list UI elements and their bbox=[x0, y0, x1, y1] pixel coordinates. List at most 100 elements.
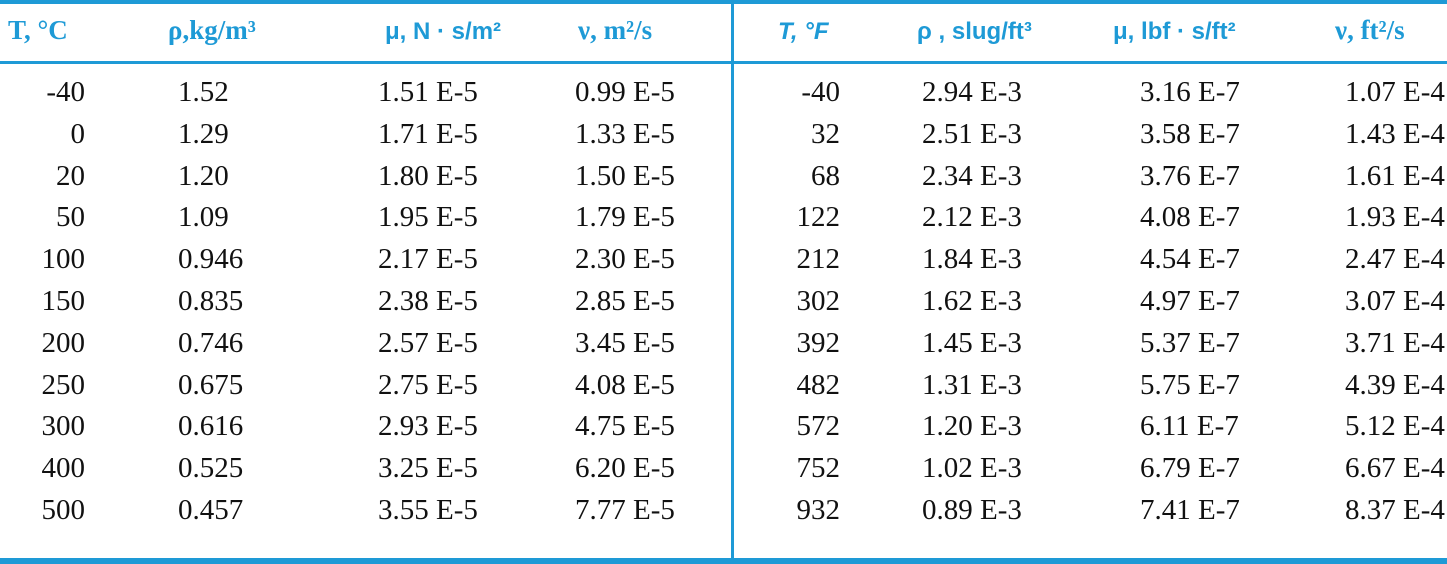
table-cell: 2.34 E-3 bbox=[922, 159, 1022, 192]
table-cell: 122 bbox=[796, 201, 841, 234]
table-cell: 68 bbox=[811, 159, 840, 192]
table-cell: 1.02 E-3 bbox=[922, 452, 1022, 485]
table-cell: 212 bbox=[796, 243, 841, 276]
table-cell: 2.85 E-5 bbox=[575, 285, 675, 317]
table-cell: 0.457 bbox=[178, 494, 244, 526]
table-cell: -40 bbox=[46, 76, 85, 108]
table-cell: 4.54 E-7 bbox=[1140, 243, 1240, 276]
table-cell: 200 bbox=[41, 326, 86, 359]
table-cell: 400 bbox=[41, 452, 86, 485]
table-cell: 500 bbox=[41, 494, 86, 526]
table-cell: 1.33 E-5 bbox=[575, 117, 675, 150]
table-cell: 6.20 E-5 bbox=[575, 452, 675, 485]
table-cell: 1.50 E-5 bbox=[575, 159, 675, 192]
table-cell: 3.25 E-5 bbox=[378, 452, 478, 485]
header-rule bbox=[0, 61, 1447, 64]
table-cell: 2.57 E-5 bbox=[378, 326, 478, 359]
table-cell: 392 bbox=[796, 326, 841, 359]
table-cell: 1.79 E-5 bbox=[575, 201, 675, 234]
column-header: ρ,kg/m³ bbox=[168, 15, 256, 45]
table-cell: 302 bbox=[796, 285, 841, 317]
table-cell: 1.45 E-3 bbox=[922, 326, 1022, 359]
table-cell: 3.16 E-7 bbox=[1140, 76, 1240, 108]
table-cell: 1.62 E-3 bbox=[922, 285, 1022, 317]
table-cell: 1.93 E-4 bbox=[1345, 201, 1445, 234]
table-cell: 1.84 E-3 bbox=[922, 243, 1022, 276]
column-header: T, °F bbox=[778, 18, 829, 45]
table-cell: 572 bbox=[796, 410, 841, 443]
column-header: μ, lbf · s/ft² bbox=[1113, 18, 1236, 45]
table-cell: 1.52 bbox=[178, 76, 229, 108]
table-cell: 6.79 E-7 bbox=[1140, 452, 1240, 485]
table-cell: 5.37 E-7 bbox=[1140, 326, 1240, 359]
table-cell: 4.97 E-7 bbox=[1140, 285, 1240, 317]
table-cell: 5.75 E-7 bbox=[1140, 368, 1240, 401]
table-cell: 482 bbox=[796, 368, 841, 401]
table-cell: 2.51 E-3 bbox=[922, 117, 1022, 150]
table-cell: 5.12 E-4 bbox=[1345, 410, 1445, 443]
table-cell: 1.61 E-4 bbox=[1345, 159, 1445, 192]
table-cell: 0.946 bbox=[178, 243, 244, 276]
table-cell: 150 bbox=[41, 285, 86, 317]
table-cell: 3.45 E-5 bbox=[575, 326, 675, 359]
table-cell: 8.37 E-4 bbox=[1345, 494, 1445, 526]
column-header: ν, ft²/s bbox=[1335, 15, 1405, 45]
column-header: T, °C bbox=[8, 15, 68, 45]
table-cell: 3.58 E-7 bbox=[1140, 117, 1240, 150]
column-header: μ, N · s/m² bbox=[385, 18, 502, 45]
table-cell: 1.09 bbox=[178, 201, 229, 234]
table-cell: 32 bbox=[811, 117, 840, 150]
table-cell: 2.38 E-5 bbox=[378, 285, 478, 317]
column-header: ν, m²/s bbox=[578, 15, 653, 45]
table-cell: 0.746 bbox=[178, 326, 244, 359]
table-cell: 6.67 E-4 bbox=[1345, 452, 1445, 485]
table-cell: 7.41 E-7 bbox=[1140, 494, 1240, 526]
table-cell: 2.94 E-3 bbox=[922, 76, 1022, 108]
column-divider bbox=[731, 0, 734, 560]
table-cell: 2.17 E-5 bbox=[378, 243, 478, 276]
table-cell: 932 bbox=[796, 494, 841, 526]
table-cell: 3.07 E-4 bbox=[1345, 285, 1445, 317]
table-cell: 1.71 E-5 bbox=[378, 117, 478, 150]
column-header: ρ , slug/ft³ bbox=[917, 18, 1032, 45]
table-cell: 2.93 E-5 bbox=[378, 410, 478, 443]
table-cell: 1.51 E-5 bbox=[378, 76, 478, 108]
table-cell: 3.71 E-4 bbox=[1345, 326, 1445, 359]
table-cell: 50 bbox=[56, 201, 85, 234]
table-cell: -40 bbox=[801, 76, 840, 108]
table-cell: 0.525 bbox=[178, 452, 244, 485]
table-cell: 1.31 E-3 bbox=[922, 368, 1022, 401]
table-cell: 0.675 bbox=[178, 368, 244, 401]
table-cell: 250 bbox=[41, 368, 86, 401]
table-cell: 752 bbox=[796, 452, 841, 485]
table-cell: 6.11 E-7 bbox=[1140, 410, 1239, 443]
table-cell: 100 bbox=[41, 243, 86, 276]
table-cell: 4.08 E-7 bbox=[1140, 201, 1240, 234]
table-cell: 0 bbox=[70, 117, 86, 150]
bottom-rule bbox=[0, 558, 1447, 564]
table-cell: 1.29 bbox=[178, 117, 229, 150]
table-cell: 2.30 E-5 bbox=[575, 243, 675, 276]
table-cell: 20 bbox=[56, 159, 85, 192]
table-cell: 0.616 bbox=[178, 410, 244, 443]
table-cell: 1.20 E-3 bbox=[922, 410, 1022, 443]
table-cell: 1.20 bbox=[178, 159, 229, 192]
table-cell: 0.835 bbox=[178, 285, 244, 317]
table-cell: 0.99 E-5 bbox=[575, 76, 675, 108]
table-cell: 3.55 E-5 bbox=[378, 494, 478, 526]
table-cell: 1.80 E-5 bbox=[378, 159, 478, 192]
table-cell: 2.75 E-5 bbox=[378, 368, 478, 401]
table-cell: 1.07 E-4 bbox=[1345, 76, 1445, 108]
top-rule bbox=[0, 0, 1447, 4]
table-cell: 1.43 E-4 bbox=[1345, 117, 1445, 150]
table-cell: 7.77 E-5 bbox=[575, 494, 675, 526]
table-cell: 300 bbox=[41, 410, 86, 443]
table-cell: 3.76 E-7 bbox=[1140, 159, 1240, 192]
table-cell: 4.75 E-5 bbox=[575, 410, 675, 443]
table-cell: 0.89 E-3 bbox=[922, 494, 1022, 526]
table-cell: 4.08 E-5 bbox=[575, 368, 675, 401]
table-cell: 2.12 E-3 bbox=[922, 201, 1022, 234]
table-cell: 2.47 E-4 bbox=[1345, 243, 1445, 276]
table-cell: 4.39 E-4 bbox=[1345, 368, 1445, 401]
